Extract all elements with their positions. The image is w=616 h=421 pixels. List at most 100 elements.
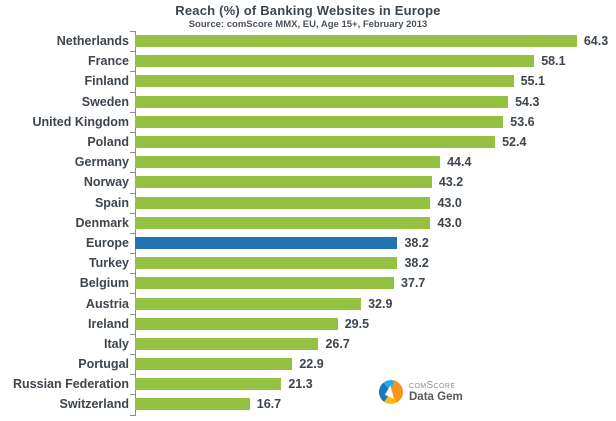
bar-track: 26.7	[130, 333, 616, 354]
axis-tick	[130, 192, 135, 194]
bar-track: 29.5	[130, 313, 616, 334]
value-label: 22.9	[299, 357, 324, 372]
axis-tick	[130, 232, 135, 234]
bar-track: 38.2	[130, 232, 616, 253]
value-label: 21.3	[288, 377, 313, 392]
value-label: 38.2	[404, 235, 429, 250]
bar-track: 22.9	[130, 354, 616, 374]
bar	[135, 277, 395, 290]
value-label: 43.0	[437, 215, 462, 230]
category-label: Ireland	[88, 316, 129, 331]
bar-track: 21.3	[130, 374, 616, 394]
value-label: 64.3	[583, 34, 609, 49]
value-label: 43.2	[438, 175, 464, 190]
chart-row: Netherlands 64.3	[0, 31, 616, 51]
value-label: 55.1	[520, 74, 545, 89]
bar-track: 43.2	[130, 172, 616, 192]
chart-row: Europe 38.2	[0, 232, 616, 253]
bar	[135, 35, 577, 48]
bar-track: 38.2	[130, 253, 616, 273]
axis-tick	[130, 253, 135, 255]
bar	[135, 115, 504, 128]
value-label: 32.9	[368, 296, 393, 311]
axis-tick	[130, 354, 135, 355]
value-label: 37.7	[401, 276, 426, 291]
category-label: Italy	[103, 336, 129, 351]
chart-row: Russian Federation 21.3	[0, 374, 616, 394]
axis-tick	[130, 212, 135, 214]
bar-track: 52.4	[130, 131, 616, 152]
chart-row: Austria 32.9	[0, 293, 616, 313]
chart-row: Poland 52.4	[0, 131, 616, 152]
axis-tick	[130, 111, 135, 113]
bar-track: 44.4	[130, 152, 616, 172]
bar	[135, 95, 509, 108]
bar-track: 16.7	[130, 394, 616, 414]
bar	[135, 55, 535, 68]
category-label: Norway	[83, 175, 129, 190]
category-label: Poland	[87, 135, 129, 150]
category-label: United Kingdom	[32, 114, 129, 129]
bar-track: 64.3	[130, 31, 616, 51]
bar-track: 58.1	[130, 51, 616, 71]
chart-row: Denmark 43.0	[0, 212, 616, 233]
chart-row: Belgium 37.7	[0, 273, 616, 293]
category-label: Russian Federation	[13, 377, 129, 392]
chart-row: France 58.1	[0, 51, 616, 71]
bar	[135, 337, 319, 350]
bar-chart: Netherlands 64.3 France 58.1 Finland 55.1 Swed…	[0, 31, 616, 416]
bar	[135, 216, 431, 229]
bar	[135, 257, 398, 270]
axis-tick	[130, 131, 135, 133]
chart-header: Reach (%) of Banking Websites in Europe …	[0, 3, 616, 30]
chart-row: Turkey 38.2	[0, 253, 616, 273]
axis-tick	[130, 313, 135, 315]
axis-tick	[130, 152, 135, 154]
bar-track: 55.1	[130, 71, 616, 91]
category-label: Switzerland	[59, 397, 129, 412]
category-label: Netherlands	[56, 34, 129, 49]
chart-row: Ireland 29.5	[0, 313, 616, 334]
axis-tick	[130, 333, 135, 335]
bar-track: 37.7	[130, 273, 616, 293]
logo-product-name: Data Gem	[409, 391, 463, 404]
value-label: 29.5	[344, 316, 370, 331]
comscore-data-gem-logo: comScore Data Gem	[379, 380, 463, 404]
axis-tick	[130, 273, 135, 275]
bar	[135, 317, 338, 330]
value-label: 44.4	[447, 155, 472, 170]
chart-title: Reach (%) of Banking Websites in Europe	[175, 3, 441, 18]
value-label: 16.7	[256, 397, 282, 412]
category-label: Sweden	[81, 94, 129, 109]
highlight-bar	[135, 236, 398, 249]
chart-row: Germany 44.4	[0, 152, 616, 172]
bar	[135, 398, 250, 411]
logo-brand-name: comScore	[409, 380, 456, 392]
category-label: Austria	[85, 296, 129, 311]
axis-tick	[130, 414, 136, 416]
bar-track: 32.9	[130, 293, 616, 313]
chart-row: Finland 55.1	[0, 71, 616, 91]
value-label: 52.4	[502, 135, 527, 150]
bar	[135, 75, 514, 88]
value-label: 43.0	[437, 195, 462, 210]
bar	[135, 378, 282, 391]
chart-row: Norway 43.2	[0, 172, 616, 192]
axis-tick	[130, 374, 135, 376]
axis-tick	[130, 293, 135, 295]
bar-track: 43.0	[130, 212, 616, 233]
chart-row: Switzerland 16.7	[0, 394, 616, 414]
bar	[135, 297, 362, 310]
axis-tick	[130, 91, 135, 93]
category-label: Germany	[74, 155, 129, 170]
chart-row: United Kingdom 53.6	[0, 111, 616, 132]
value-label: 54.3	[515, 94, 540, 109]
bar-track: 54.3	[130, 91, 616, 112]
axis-tick	[130, 51, 135, 53]
axis-tick	[130, 31, 135, 32]
category-label: Europe	[85, 235, 129, 250]
comscore-gem-icon	[379, 380, 403, 404]
chart-row: Italy 26.7	[0, 333, 616, 354]
category-label: France	[88, 54, 129, 69]
value-label: 26.7	[325, 336, 350, 351]
